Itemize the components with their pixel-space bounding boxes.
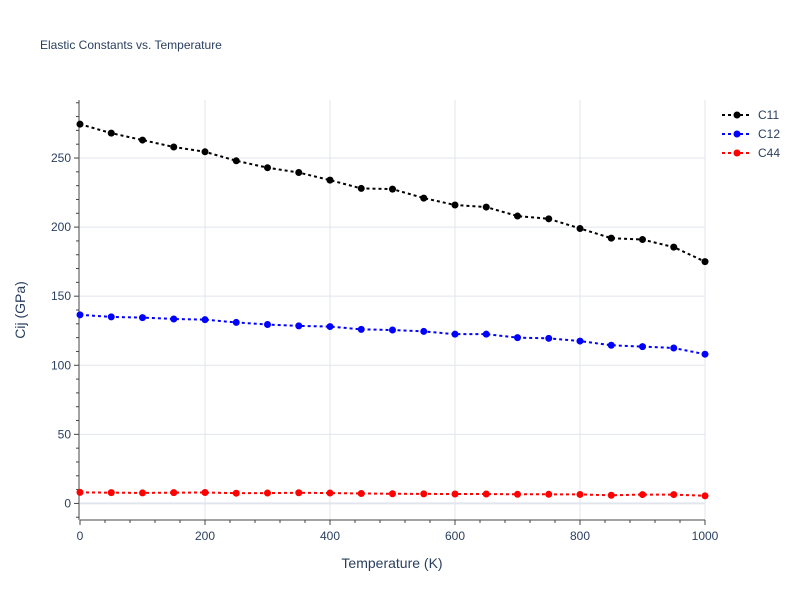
- c12-data-point[interactable]: [170, 315, 178, 323]
- c12-data-point[interactable]: [482, 330, 490, 338]
- c44-data-point[interactable]: [201, 489, 209, 497]
- x-tick-label: 0: [77, 529, 84, 543]
- c11-data-point[interactable]: [139, 136, 146, 144]
- x-tick-label: 800: [570, 529, 590, 543]
- c12-data-point[interactable]: [576, 337, 584, 345]
- c12-data-point[interactable]: [639, 343, 646, 351]
- c12-data-point[interactable]: [326, 323, 334, 331]
- c11-data-point[interactable]: [607, 234, 615, 242]
- c12-data-point[interactable]: [107, 313, 115, 321]
- c11-data-point[interactable]: [326, 176, 334, 184]
- c44-data-point[interactable]: [545, 490, 553, 498]
- c12-data-point[interactable]: [357, 325, 365, 333]
- c44-data-point[interactable]: [670, 491, 678, 499]
- c12-data-point[interactable]: [389, 326, 396, 334]
- c44-data-point[interactable]: [76, 488, 84, 496]
- c44-data-point[interactable]: [451, 490, 459, 498]
- chart-title: Elastic Constants vs. Temperature: [40, 38, 222, 52]
- c11-data-point[interactable]: [107, 129, 115, 137]
- c44-data-point[interactable]: [232, 489, 240, 497]
- c12-data-point[interactable]: [701, 350, 709, 358]
- legend-label-c11[interactable]: C11: [758, 108, 779, 122]
- axis-layer: 0 50 100 150 200 250 0 200 400 600 800 1000: [51, 100, 719, 543]
- y-tick-label: 0: [64, 496, 71, 510]
- c11-data-point[interactable]: [451, 201, 459, 209]
- c11-data-point[interactable]: [232, 157, 240, 165]
- c12-data-point[interactable]: [451, 330, 459, 338]
- c44-data-point[interactable]: [482, 490, 490, 498]
- c11-data-point[interactable]: [670, 243, 678, 251]
- c11-data-point[interactable]: [701, 258, 709, 266]
- legend-swatch-marker-c44[interactable]: [733, 149, 741, 157]
- c11-data-point[interactable]: [514, 212, 521, 220]
- series-layer[interactable]: [76, 120, 709, 500]
- x-axis-title: Temperature (K): [341, 555, 442, 571]
- c12-data-point[interactable]: [607, 341, 615, 349]
- c11-data-point[interactable]: [389, 185, 396, 193]
- c12-data-point[interactable]: [514, 334, 521, 342]
- x-tick-label: 400: [320, 529, 340, 543]
- c11-data-point[interactable]: [576, 224, 584, 232]
- c44-data-point[interactable]: [607, 491, 615, 499]
- y-tick-label: 50: [58, 427, 72, 441]
- c11-data-point[interactable]: [639, 236, 646, 244]
- c11-data-point[interactable]: [357, 184, 365, 192]
- legend-swatch-marker-c12[interactable]: [733, 130, 741, 138]
- x-tick-label: 200: [195, 529, 215, 543]
- c11-data-point[interactable]: [264, 164, 271, 172]
- y-tick-label: 250: [51, 151, 71, 165]
- c44-data-point[interactable]: [107, 489, 115, 497]
- c11-data-point[interactable]: [295, 169, 303, 177]
- legend-swatch-marker-c11[interactable]: [733, 111, 741, 119]
- c12-data-point[interactable]: [545, 334, 553, 342]
- y-tick-label: 150: [51, 289, 71, 303]
- legend-label-c12[interactable]: C12: [758, 127, 780, 141]
- c11-data-point[interactable]: [482, 203, 490, 211]
- c44-data-point[interactable]: [420, 490, 428, 498]
- c11-data-point[interactable]: [420, 194, 428, 202]
- c12-data-point[interactable]: [139, 314, 146, 322]
- c11-data-point[interactable]: [76, 120, 84, 128]
- c12-data-point[interactable]: [420, 327, 428, 335]
- c12-data-point[interactable]: [264, 321, 271, 329]
- c12-data-point[interactable]: [76, 311, 84, 319]
- y-tick-label: 100: [51, 358, 71, 372]
- legend-label-c44[interactable]: C44: [758, 146, 780, 160]
- c44-data-point[interactable]: [357, 489, 365, 497]
- c44-data-point[interactable]: [639, 491, 646, 499]
- c44-data-point[interactable]: [139, 489, 146, 497]
- c12-data-point[interactable]: [295, 322, 303, 330]
- y-axis-title: Cij (GPa): [12, 281, 28, 339]
- grid-layer: [80, 100, 706, 520]
- c11-data-point[interactable]: [545, 215, 553, 223]
- c44-data-point[interactable]: [326, 489, 334, 497]
- c44-data-point[interactable]: [576, 490, 584, 498]
- c44-data-point[interactable]: [295, 489, 303, 497]
- c12-data-point[interactable]: [670, 344, 678, 352]
- c44-data-point[interactable]: [701, 492, 709, 500]
- c11-data-point[interactable]: [201, 148, 209, 156]
- legend[interactable]: C11 C12 C44: [722, 108, 780, 160]
- c44-data-point[interactable]: [389, 490, 396, 498]
- x-tick-label: 600: [445, 529, 465, 543]
- c12-data-point[interactable]: [232, 318, 240, 326]
- c44-data-point[interactable]: [514, 490, 521, 498]
- c44-data-point[interactable]: [264, 489, 271, 497]
- c44-data-point[interactable]: [170, 489, 178, 497]
- x-tick-label: 1000: [692, 529, 719, 543]
- c11-data-point[interactable]: [170, 143, 178, 151]
- c12-data-point[interactable]: [201, 316, 209, 324]
- y-tick-label: 200: [51, 220, 71, 234]
